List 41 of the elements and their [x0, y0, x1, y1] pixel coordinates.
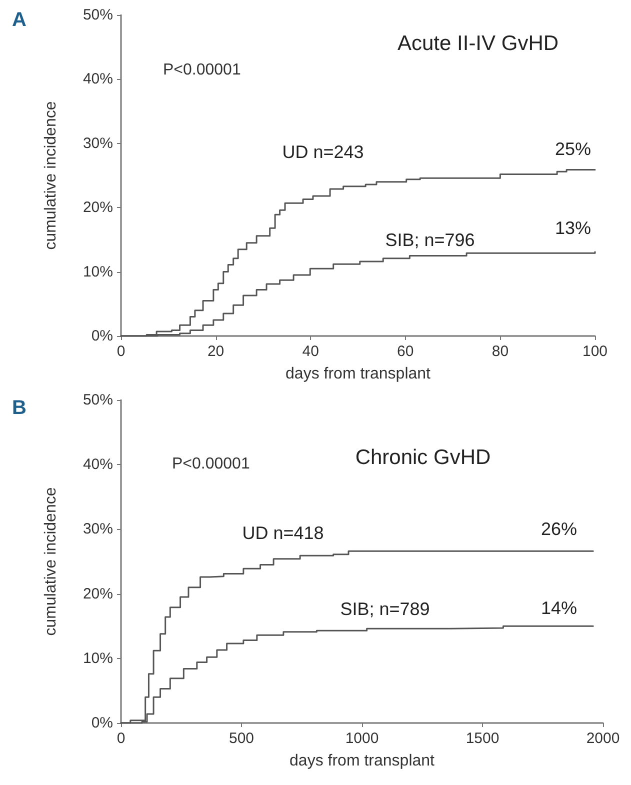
x-tick-label: 100 [582, 343, 608, 360]
y-axis-title: cumulative incidence [42, 101, 60, 250]
y-tick-label: 50% [82, 392, 113, 408]
y-tick-label: 20% [82, 199, 113, 216]
x-tick-label: 1000 [345, 730, 379, 747]
y-axis-title: cumulative incidence [42, 487, 60, 636]
annotation: UD n=243 [282, 142, 364, 162]
text: Acute II-IV GvHD [397, 32, 559, 55]
x-tick-label: 0 [116, 343, 126, 360]
annotation: P<0.00001 [172, 456, 250, 472]
annotation: UD n=418 [242, 523, 324, 543]
annotation: SIB; n=789 [340, 599, 430, 619]
annotation: P<0.00001 [163, 62, 241, 78]
text: B [12, 397, 26, 419]
x-tick-label: 500 [228, 730, 254, 747]
x-tick-label: 2000 [586, 730, 620, 747]
x-tick-label: 80 [492, 343, 509, 360]
x-tick-label: 40 [302, 343, 319, 360]
y-tick-label: 0% [91, 328, 113, 344]
x-tick-label: 20 [207, 343, 224, 360]
x-tick-label: 0 [116, 730, 126, 747]
annotation: 25% [554, 139, 592, 159]
y-tick-label: 10% [82, 650, 113, 667]
y-tick-label: 30% [82, 134, 113, 152]
x-tick-label: 1500 [466, 730, 500, 747]
annotation: 14% [540, 598, 578, 618]
annotation: 13% [554, 218, 592, 238]
y-tick-label: 0% [91, 714, 113, 732]
y-tick-label: 10% [82, 263, 113, 280]
x-axis-title: days from transplant [286, 366, 432, 382]
text: Chronic GvHD [355, 446, 491, 469]
text: A [12, 9, 26, 31]
y-tick-label: 40% [82, 70, 113, 88]
annotation: SIB; n=796 [385, 230, 475, 250]
x-tick-label: 60 [397, 343, 414, 360]
annotation: 26% [540, 519, 578, 539]
y-tick-label: 50% [82, 6, 113, 24]
y-tick-label: 20% [82, 585, 113, 602]
y-tick-label: 40% [82, 456, 113, 474]
x-axis-title: days from transplant [290, 752, 436, 770]
y-tick-label: 30% [82, 520, 113, 538]
